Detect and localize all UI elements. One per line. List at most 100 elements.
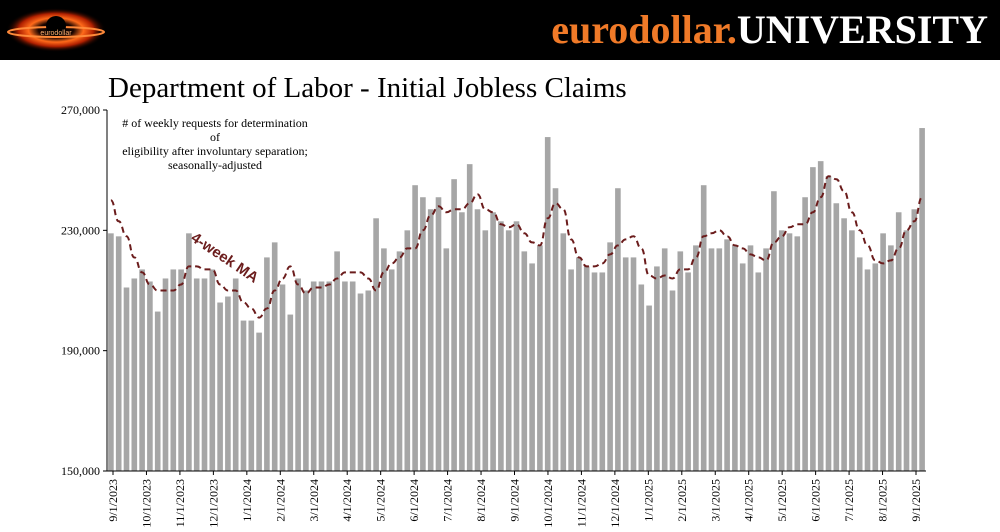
brand-part-2: UNIVERSITY [736,7,988,52]
bar-103 [911,209,918,471]
bar-29 [334,251,340,471]
x-tick-label: 1/1/2025 [641,479,655,522]
bar-98 [872,263,879,471]
x-tick-label: 1/1/2024 [240,479,254,522]
y-axis-ticks: 150,000 190,000 230,000 270,000 [61,103,107,478]
description-line-3: seasonally-adjusted [168,158,262,172]
x-tick-label: 8/1/2025 [876,479,890,522]
x-tick-label: 11/1/2023 [173,479,187,527]
bar-78 [716,248,723,471]
x-tick-label: 12/1/2023 [206,479,220,528]
bar-61 [583,266,590,471]
bar-12 [201,278,208,471]
bar-33 [365,290,372,471]
x-tick-label: 6/1/2025 [809,479,823,522]
bar-72 [669,290,676,471]
bar-43 [443,248,450,471]
x-tick-label: 11/1/2024 [574,479,588,527]
brand-name: eurodollar.UNIVERSITY [551,4,988,56]
bar-80 [732,245,738,472]
bar-6 [154,311,161,471]
bar-27 [318,281,325,471]
bar-25 [303,290,309,471]
bar-38 [404,230,411,471]
bar-48 [482,230,489,471]
moving-average-line [110,175,924,319]
bar-9 [178,269,184,471]
bar-49 [490,212,496,471]
bar-85 [771,191,777,471]
x-tick-label: 4/1/2025 [742,479,756,522]
bar-40 [420,197,426,472]
bar-70 [654,266,660,471]
bar-83 [755,272,762,471]
bar-34 [373,218,379,471]
bar-60 [576,257,582,471]
bar-21 [271,242,278,471]
bar-63 [599,272,606,471]
bar-42 [435,197,442,472]
bar-19 [256,332,262,471]
x-axis-ticks: 9/1/2023 10/1/2023 11/1/2023 12/1/2023 1/1/2… [106,471,923,528]
bar-44 [451,179,457,471]
bar-94 [841,218,847,471]
bar-8 [170,269,177,471]
bar-53 [521,251,528,471]
bar-16 [232,278,239,471]
bar-52 [513,221,520,471]
bar-7 [162,278,169,471]
x-tick-label: 9/1/2023 [106,479,120,522]
brand-part-1: eurodollar. [551,7,737,52]
x-tick-label: 9/1/2025 [909,479,923,522]
bar-45 [459,212,465,471]
bar-100 [888,245,894,472]
moving-average-annotation: 4-week MA [188,229,262,287]
bar-54 [529,263,535,471]
bar-37 [396,251,403,471]
x-tick-label: 8/1/2024 [474,479,488,522]
x-tick-label: 2/1/2025 [675,479,689,522]
bar-10 [186,233,192,471]
x-tick-label: 5/1/2024 [374,479,388,522]
bar-66 [622,257,629,471]
bar-62 [591,272,598,471]
bar-90 [810,167,816,471]
x-tick-label: 10/1/2024 [541,479,555,528]
bar-35 [381,248,387,471]
bar-88 [794,236,801,471]
bar-93 [833,203,840,471]
bar-58 [560,233,567,471]
black-hole-logo-icon: eurodollar [6,8,106,52]
bar-84 [763,248,769,471]
bar-51 [505,230,512,471]
bar-15 [225,296,231,471]
x-tick-label: 5/1/2025 [775,479,789,522]
bar-57 [552,188,559,471]
bar-28 [326,281,333,471]
bar-64 [607,242,613,471]
bar-39 [412,185,418,471]
bar-4 [139,269,145,471]
bar-101 [895,212,902,471]
bar-79 [724,239,730,471]
description-line-1: # of weekly requests for determination o… [122,116,308,144]
bar-68 [638,284,645,471]
bar-91 [817,161,824,471]
x-tick-label: 4/1/2024 [340,479,354,522]
bar-46 [466,164,473,471]
logo-text: eurodollar [40,30,72,37]
x-tick-label: 9/1/2024 [508,479,522,522]
bar-17 [240,320,247,471]
bar-97 [864,269,871,471]
bar-95 [849,230,855,471]
bar-59 [568,269,574,471]
bar-55 [537,245,543,472]
bar-13 [209,269,216,471]
axes [106,110,926,472]
bar-82 [747,245,754,472]
bar-36 [388,269,395,471]
x-tick-label: 10/1/2023 [140,479,154,528]
bar-89 [802,197,808,472]
bar-3 [131,278,138,471]
